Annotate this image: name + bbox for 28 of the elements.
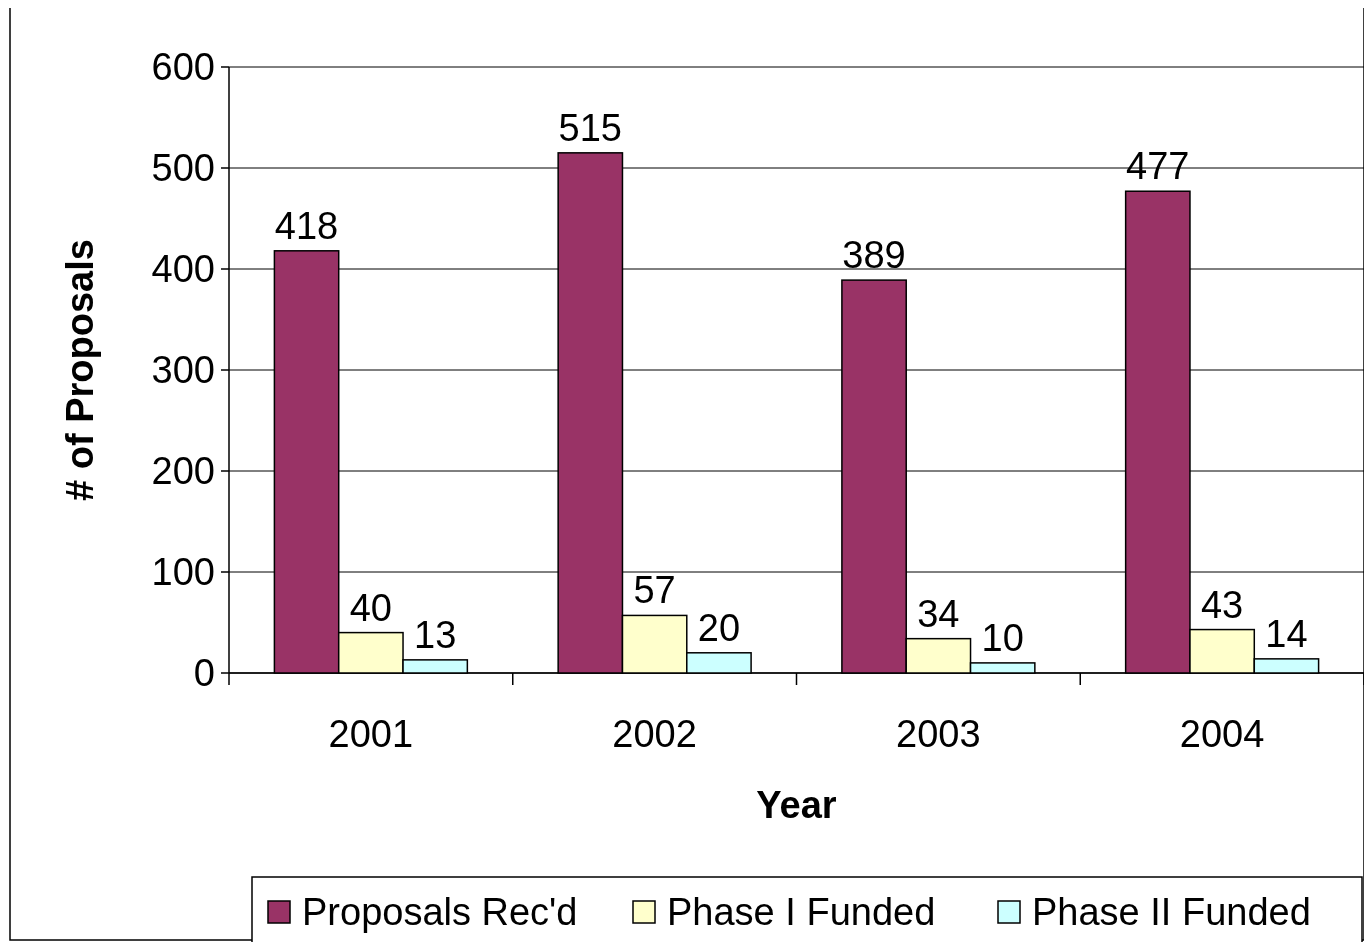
data-label: 389 bbox=[842, 234, 906, 277]
data-label: 57 bbox=[633, 569, 676, 612]
data-label: 418 bbox=[274, 204, 339, 247]
x-tick-label: 2001 bbox=[328, 713, 414, 755]
legend-label: Phase II Funded bbox=[1032, 891, 1311, 934]
y-tick-label: 200 bbox=[151, 450, 215, 493]
x-tick-label: 2002 bbox=[612, 713, 697, 755]
data-label: 13 bbox=[414, 613, 457, 656]
data-label: 34 bbox=[917, 592, 960, 635]
data-label: 515 bbox=[558, 106, 623, 149]
y-axis-title: # of Proposals bbox=[59, 239, 101, 501]
x-tick-label: 2003 bbox=[896, 713, 981, 755]
x-tick-label: 2004 bbox=[1179, 713, 1265, 755]
y-tick-label: 500 bbox=[151, 147, 215, 190]
data-label: 40 bbox=[349, 586, 393, 629]
data-label: 20 bbox=[697, 606, 741, 649]
data-label: 14 bbox=[1265, 612, 1308, 655]
data-label: 477 bbox=[1126, 145, 1190, 188]
y-tick-label: 400 bbox=[151, 248, 215, 291]
y-tick-label: 300 bbox=[151, 349, 215, 392]
y-tick-label: 100 bbox=[151, 551, 215, 594]
x-axis-title: Year bbox=[756, 784, 837, 826]
y-tick-label: 0 bbox=[193, 652, 215, 695]
data-label: 43 bbox=[1200, 583, 1244, 626]
legend-label: Proposals Rec'd bbox=[302, 891, 578, 934]
legend-label: Phase I Funded bbox=[667, 891, 936, 934]
data-label: 10 bbox=[981, 616, 1024, 659]
y-tick-label: 600 bbox=[151, 46, 215, 89]
